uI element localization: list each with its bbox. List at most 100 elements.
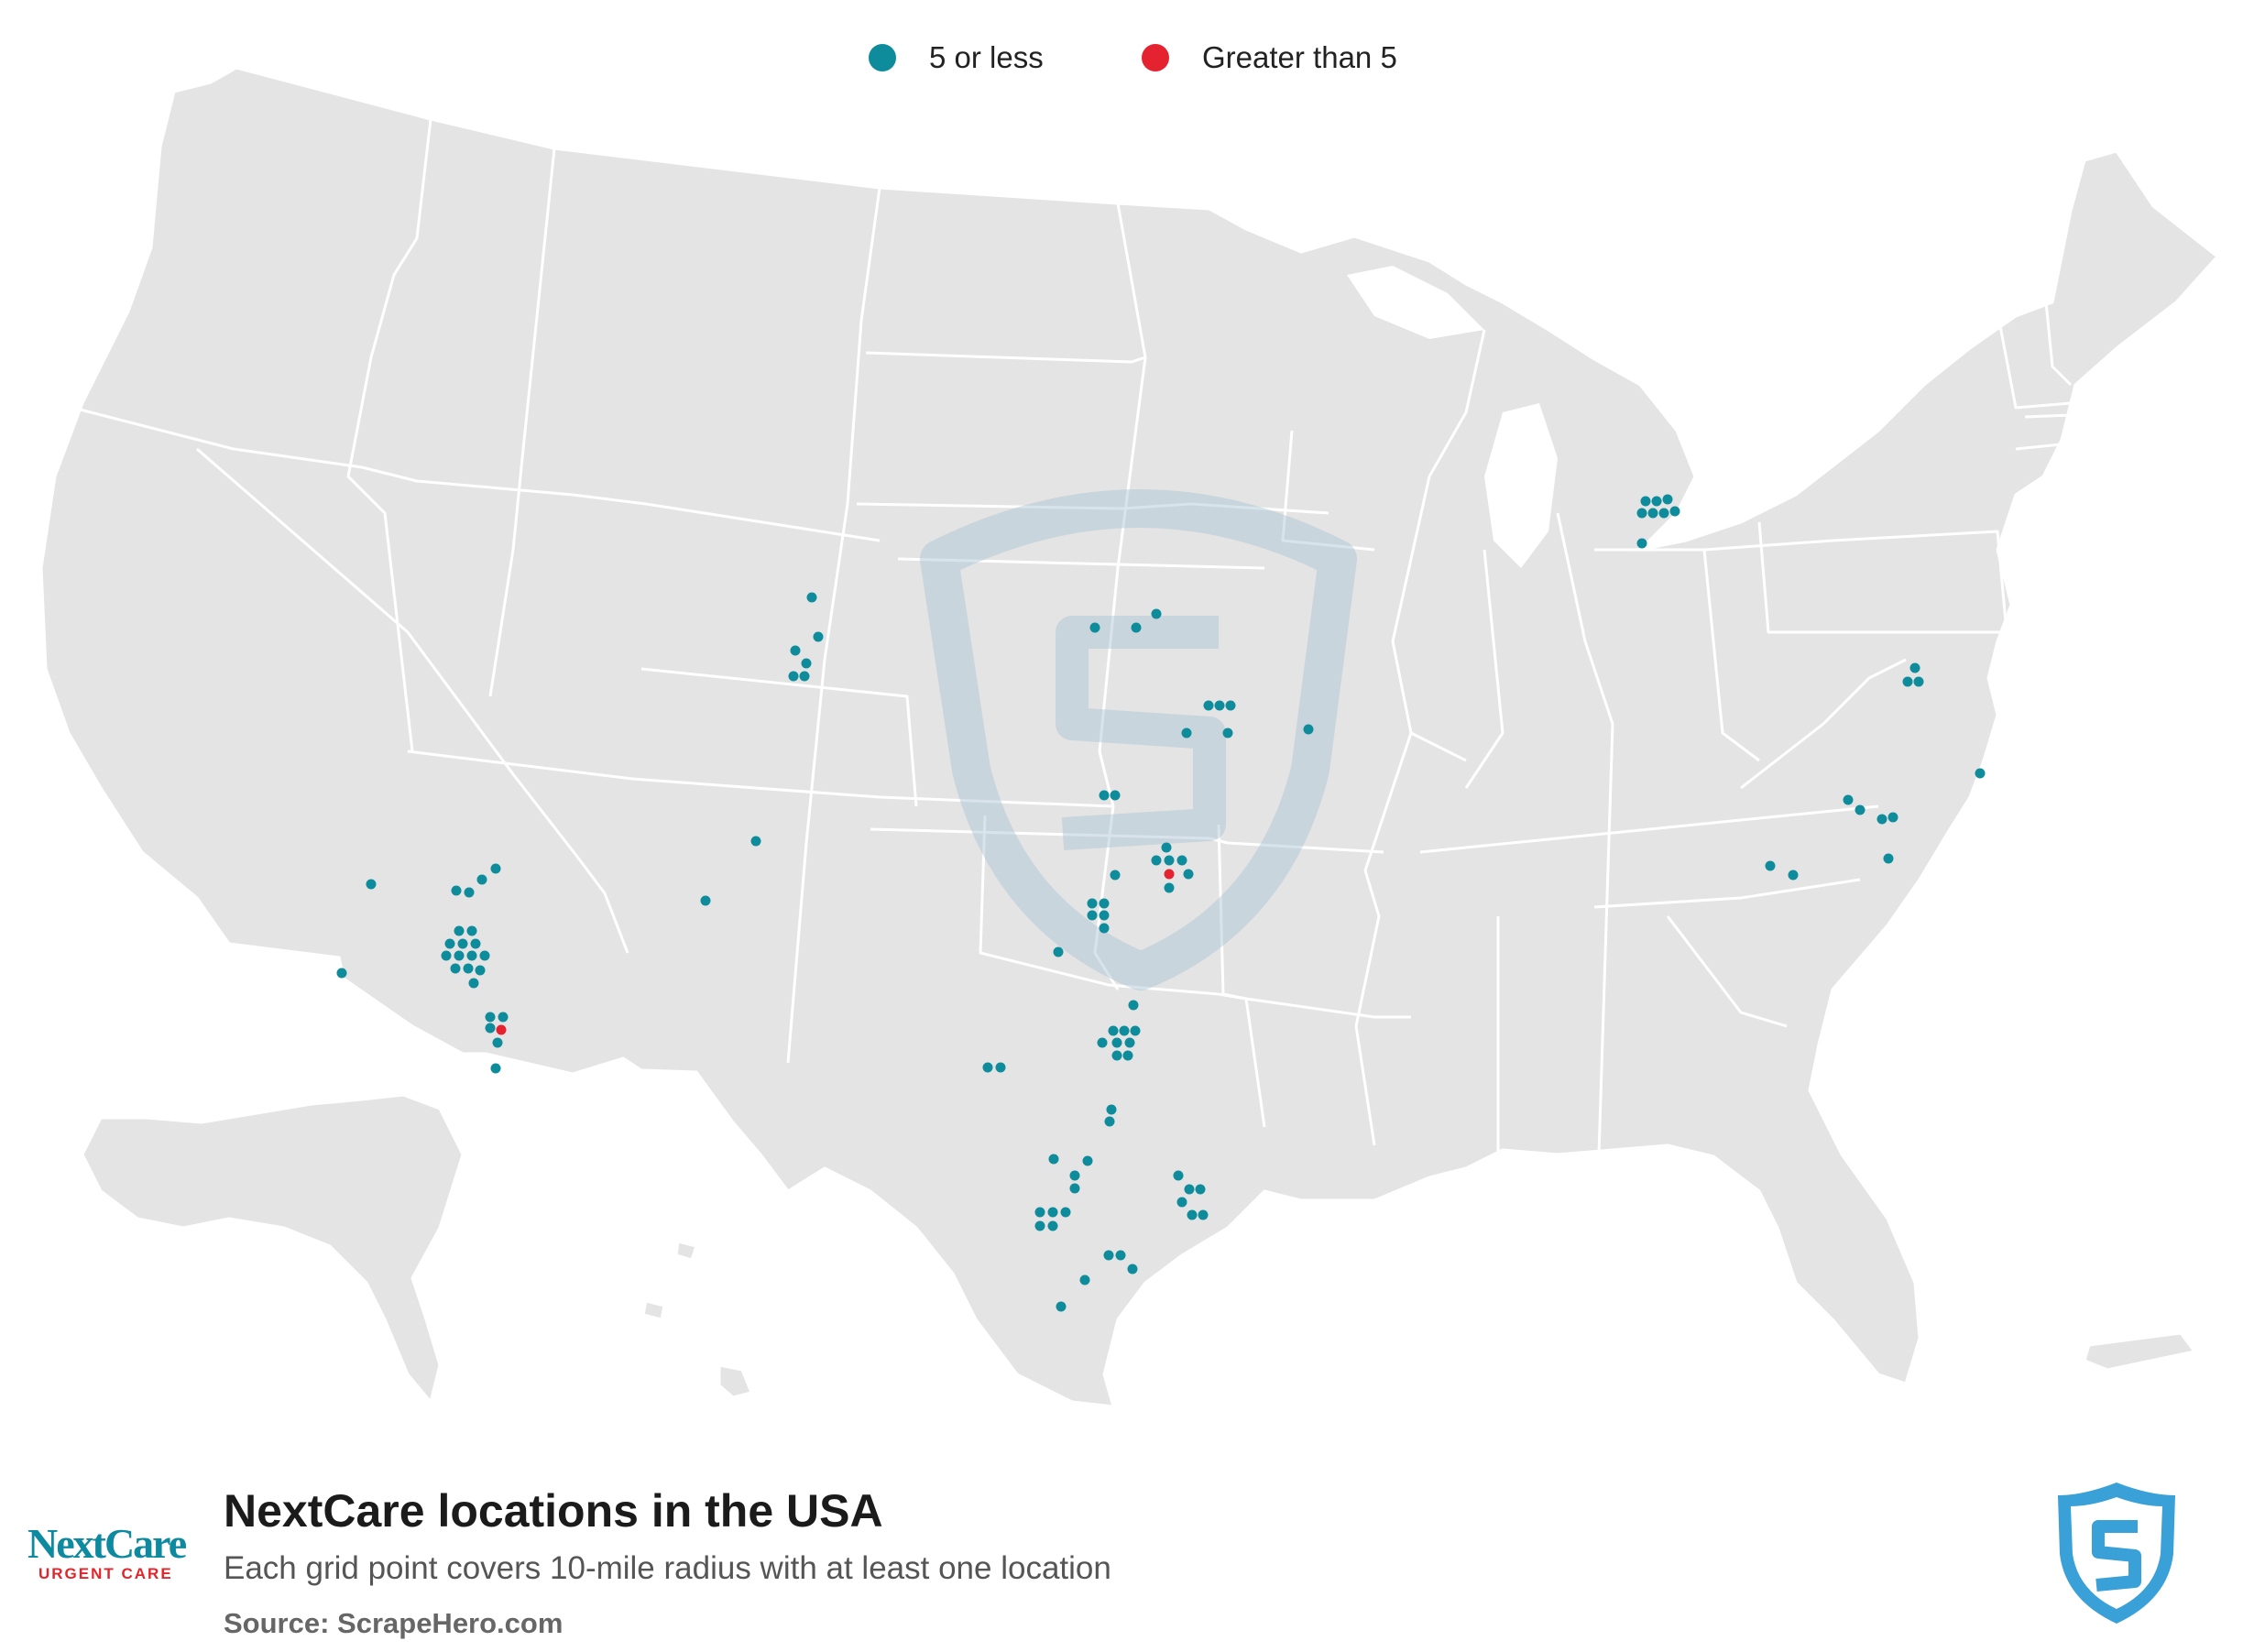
location-point-low xyxy=(498,1012,509,1023)
location-point-low xyxy=(995,1062,1006,1073)
location-point-low xyxy=(464,887,475,898)
location-point-low xyxy=(1164,855,1175,866)
location-point-low xyxy=(700,895,711,906)
location-point-low xyxy=(1034,1220,1045,1231)
location-point-low xyxy=(806,592,817,603)
location-point-low xyxy=(1184,1184,1195,1195)
state-borders xyxy=(54,118,2145,1155)
location-point-low xyxy=(1047,1207,1058,1218)
location-point-low xyxy=(466,925,477,936)
location-point-low xyxy=(1658,508,1669,519)
location-point-low xyxy=(1636,508,1647,519)
location-point-low xyxy=(788,671,799,682)
location-point-low xyxy=(463,963,474,974)
location-point-low xyxy=(1651,496,1662,507)
location-point-low xyxy=(1173,1170,1184,1181)
location-point-low xyxy=(1087,898,1098,909)
location-point-low xyxy=(454,950,465,961)
location-point-low xyxy=(1843,794,1854,805)
location-point-low xyxy=(1303,724,1314,735)
location-point-low xyxy=(466,950,477,961)
location-point-low xyxy=(1855,804,1866,815)
location-point-low xyxy=(1115,1250,1126,1261)
location-point-low xyxy=(1909,662,1920,673)
us-map xyxy=(39,66,2219,1408)
location-point-low xyxy=(1122,1050,1133,1061)
legend-item-low: 5 or less xyxy=(869,35,1044,81)
location-point-low xyxy=(1069,1170,1080,1181)
location-point-low xyxy=(454,925,465,936)
location-point-low xyxy=(1225,700,1236,711)
legend-dot-low xyxy=(869,44,896,71)
land xyxy=(39,66,2219,1408)
location-point-low xyxy=(1788,870,1799,881)
location-point-low xyxy=(492,1037,503,1048)
location-point-low xyxy=(1131,622,1142,633)
location-point-low xyxy=(485,1012,496,1023)
brand-tagline: URGENT CARE xyxy=(38,1565,173,1582)
location-point-low xyxy=(1640,496,1651,507)
location-point-low xyxy=(490,1063,501,1074)
location-point-low xyxy=(1222,728,1233,738)
location-point-low xyxy=(457,938,468,949)
location-point-low xyxy=(790,645,801,656)
location-point-low xyxy=(1161,842,1172,853)
location-point-low xyxy=(1104,1116,1115,1127)
location-point-low xyxy=(1082,1155,1093,1166)
location-point-low xyxy=(479,950,490,961)
location-point-low xyxy=(1164,882,1175,893)
location-point-low xyxy=(450,963,461,974)
legend-item-high: Greater than 5 xyxy=(1142,35,1397,81)
location-point-high xyxy=(1164,869,1175,880)
legend-dot-high xyxy=(1142,44,1169,71)
legend-label-high: Greater than 5 xyxy=(1202,40,1397,74)
location-point-low xyxy=(1902,676,1913,687)
location-point-low xyxy=(1176,1197,1187,1208)
location-point-low xyxy=(982,1062,993,1073)
location-point-low xyxy=(1099,898,1110,909)
location-point-low xyxy=(1079,1275,1090,1285)
location-point-low xyxy=(1047,1220,1058,1231)
location-point-low xyxy=(1975,768,1986,779)
location-point-low xyxy=(475,965,486,976)
location-point-low xyxy=(336,968,347,979)
location-point-low xyxy=(1099,790,1110,801)
legend-label-low: 5 or less xyxy=(929,40,1044,74)
scrapehero-shield-icon xyxy=(2058,1482,2175,1624)
location-point-low xyxy=(1069,1183,1080,1194)
location-point-low xyxy=(490,863,501,874)
location-point-low xyxy=(750,836,761,847)
location-point-low xyxy=(1053,946,1064,957)
location-point-low xyxy=(1106,1104,1117,1115)
location-point-low xyxy=(1636,538,1647,549)
brand-logo: NextCare URGENT CARE xyxy=(27,1519,202,1592)
location-point-low xyxy=(1111,1037,1122,1048)
location-point-low xyxy=(801,658,812,669)
location-point-low xyxy=(470,938,481,949)
location-point-low xyxy=(1034,1207,1045,1218)
location-point-low xyxy=(1119,1025,1130,1036)
location-point-low xyxy=(1108,1025,1119,1036)
location-point-low xyxy=(1195,1184,1206,1195)
location-point-low xyxy=(1214,700,1225,711)
location-point-low xyxy=(1060,1207,1071,1218)
location-point-low xyxy=(1103,1250,1114,1261)
brand-name: NextCare xyxy=(27,1520,187,1567)
location-point-low xyxy=(485,1023,496,1034)
location-point-low xyxy=(1913,676,1924,687)
location-point-low xyxy=(1876,814,1887,825)
location-point-low xyxy=(1187,1209,1198,1220)
location-point-low xyxy=(444,938,455,949)
location-point-low xyxy=(1127,1264,1138,1275)
location-point-low xyxy=(1883,853,1894,864)
location-point-low xyxy=(1056,1301,1067,1312)
legend: 5 or less Greater than 5 xyxy=(0,35,2243,81)
location-point-low xyxy=(1087,910,1098,921)
location-point-low xyxy=(1765,860,1776,871)
location-point-low xyxy=(1181,728,1192,738)
location-point-low xyxy=(1110,790,1121,801)
location-point-low xyxy=(1151,608,1162,619)
location-point-low xyxy=(1203,700,1214,711)
location-point-low xyxy=(1048,1154,1059,1165)
location-point-low xyxy=(1130,1025,1141,1036)
